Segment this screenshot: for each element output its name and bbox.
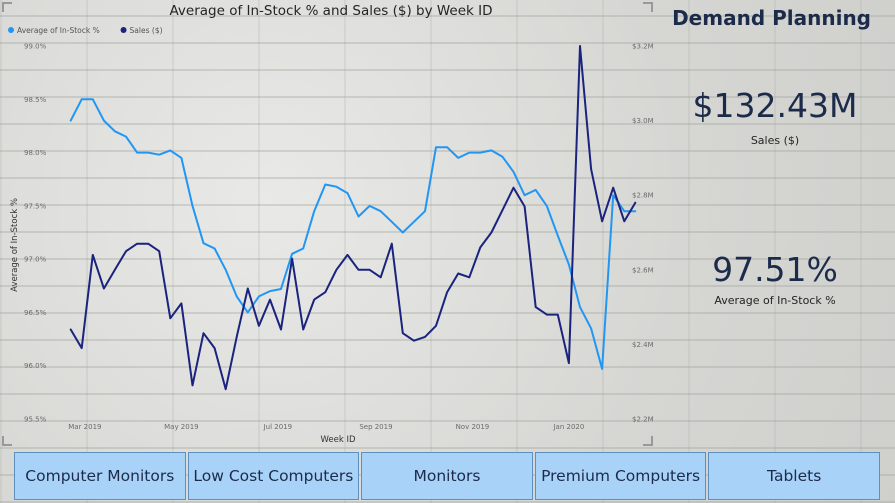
instock-kpi-value: 97.51% xyxy=(712,250,838,289)
category-filter-bar: Computer Monitors Low Cost Computers Mon… xyxy=(14,452,880,500)
x-tick-label: Nov 2019 xyxy=(456,423,490,431)
y-axis-title: Average of In-Stock % xyxy=(10,198,20,292)
y-left-tick-label: 96.5% xyxy=(24,309,47,317)
legend-label: Average of In-Stock % xyxy=(17,26,100,35)
sales-kpi-value: $132.43M xyxy=(692,86,858,125)
chart-series[interactable] xyxy=(69,45,637,391)
filter-button-low-cost-computers[interactable]: Low Cost Computers xyxy=(187,452,360,500)
filter-button-computer-monitors[interactable]: Computer Monitors xyxy=(14,452,186,500)
x-axis-ticks: Mar 2019 May 2019 Jul 2019 Sep 2019 Nov 2019… xyxy=(68,423,584,431)
visual-corner-bottom-right xyxy=(643,436,653,446)
page-title: Demand Planning xyxy=(672,6,871,30)
filter-button-premium-computers[interactable]: Premium Computers xyxy=(534,452,707,500)
y-right-tick-label: $2.8M xyxy=(632,192,654,200)
filter-button-tablets[interactable]: Tablets xyxy=(708,452,880,500)
instock-series-line[interactable] xyxy=(69,98,637,370)
y-left-tick-label: 99.0% xyxy=(24,43,47,51)
y-left-tick-label: 98.0% xyxy=(24,149,47,157)
y-left-tick-label: 96.0% xyxy=(24,362,47,370)
legend-marker xyxy=(8,27,14,33)
x-tick-label: Jan 2020 xyxy=(552,423,584,431)
y-right-tick-label: $3.2M xyxy=(632,43,654,51)
instock-kpi-label: Average of In-Stock % xyxy=(714,294,836,307)
x-axis-title: Week ID xyxy=(320,435,355,445)
legend-marker xyxy=(120,27,127,33)
x-tick-label: Mar 2019 xyxy=(68,423,101,431)
y-right-tick-label: $2.2M xyxy=(632,416,654,424)
y-right-tick-label: $3.0M xyxy=(632,117,654,125)
visual-corner-bottom-left xyxy=(2,436,12,446)
x-tick-label: Sep 2019 xyxy=(359,423,392,431)
y-left-tick-label: 95.5% xyxy=(24,416,47,424)
sales-series-line[interactable] xyxy=(69,45,637,391)
line-chart-visual[interactable]: Average of In-Stock % and Sales ($) by W… xyxy=(0,0,655,448)
y-left-tick-label: 97.0% xyxy=(24,256,47,264)
y-left-tick-label: 98.5% xyxy=(24,96,47,104)
legend-label: Sales ($) xyxy=(130,26,163,35)
y-left-tick-label: 97.5% xyxy=(24,202,47,210)
y-right-tick-label: $2.4M xyxy=(632,341,654,349)
visual-corner-top-right xyxy=(643,2,653,12)
chart-canvas: Average of In-Stock % and Sales ($) by W… xyxy=(8,3,654,445)
kpi-panel: Demand Planning $132.43M Sales ($) 97.51… xyxy=(655,0,895,448)
x-tick-label: May 2019 xyxy=(164,423,199,431)
filter-button-monitors[interactable]: Monitors xyxy=(361,452,533,500)
visual-corner-top-left xyxy=(2,2,12,12)
chart-title: Average of In-Stock % and Sales ($) by W… xyxy=(169,3,492,19)
y-axis-left-ticks: 95.5% 96.0% 96.5% 97.0% 97.5% 98.0% 98.5% 99.0% xyxy=(24,43,47,424)
y-right-tick-label: $2.6M xyxy=(632,266,654,274)
y-axis-right-ticks: $2.2M $2.4M $2.6M $2.8M $3.0M $3.2M xyxy=(632,43,654,424)
chart-legend[interactable]: Average of In-Stock % Sales ($) xyxy=(8,26,163,35)
x-tick-label: Jul 2019 xyxy=(263,423,293,431)
sales-kpi-label: Sales ($) xyxy=(750,134,800,147)
